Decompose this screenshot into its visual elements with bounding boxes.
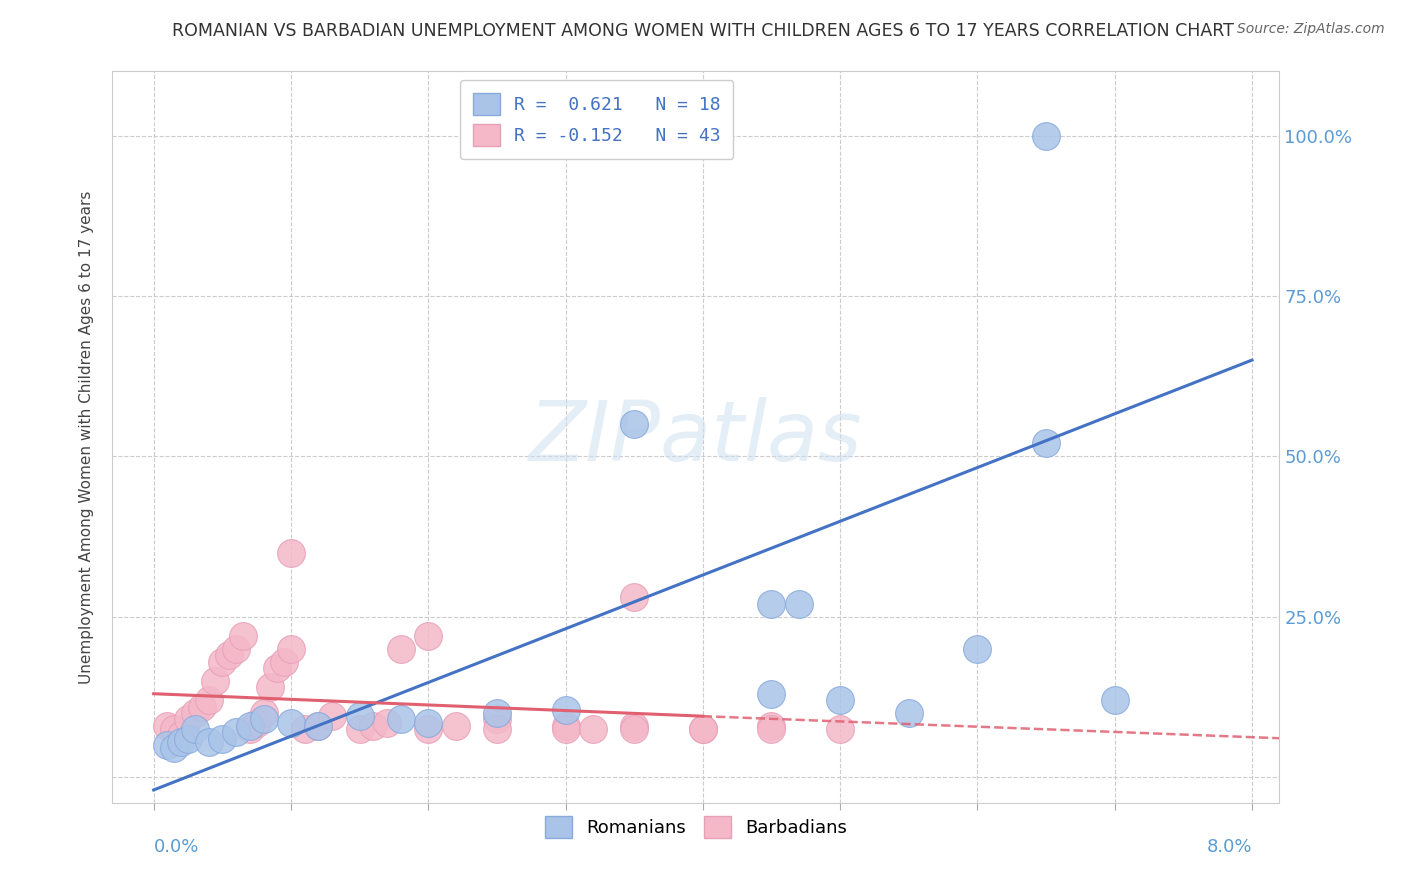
Point	[211, 655, 233, 669]
Point	[197, 735, 219, 749]
Point	[294, 722, 316, 736]
Point	[554, 703, 576, 717]
Point	[787, 597, 810, 611]
Point	[623, 591, 645, 605]
Point	[163, 741, 186, 756]
Point	[1104, 693, 1126, 707]
Point	[218, 648, 240, 663]
Point	[349, 709, 371, 723]
Point	[418, 629, 440, 643]
Point	[177, 712, 200, 726]
Point	[582, 722, 605, 736]
Point	[280, 715, 302, 730]
Point	[307, 719, 329, 733]
Point	[349, 722, 371, 736]
Point	[252, 712, 274, 726]
Point	[163, 722, 186, 736]
Point	[239, 722, 262, 736]
Point	[1035, 436, 1057, 450]
Point	[485, 722, 508, 736]
Point	[190, 699, 212, 714]
Point	[897, 706, 920, 720]
Point	[307, 719, 329, 733]
Point	[259, 681, 281, 695]
Point	[623, 719, 645, 733]
Point	[623, 417, 645, 432]
Point	[554, 719, 576, 733]
Point	[444, 719, 467, 733]
Legend: Romanians, Barbadians: Romanians, Barbadians	[537, 808, 855, 845]
Point	[239, 719, 262, 733]
Point	[273, 655, 295, 669]
Point	[623, 722, 645, 736]
Point	[485, 712, 508, 726]
Point	[418, 715, 440, 730]
Point	[156, 719, 179, 733]
Point	[389, 641, 412, 656]
Point	[156, 738, 179, 752]
Point	[170, 735, 193, 749]
Point	[211, 731, 233, 746]
Text: 0.0%: 0.0%	[153, 838, 200, 856]
Point	[554, 722, 576, 736]
Text: Source: ZipAtlas.com: Source: ZipAtlas.com	[1237, 22, 1385, 37]
Point	[266, 661, 288, 675]
Point	[692, 722, 714, 736]
Point	[389, 712, 412, 726]
Point	[246, 715, 269, 730]
Point	[485, 706, 508, 720]
Point	[966, 641, 988, 656]
Point	[761, 722, 783, 736]
Point	[184, 722, 207, 736]
Point	[761, 687, 783, 701]
Point	[363, 719, 385, 733]
Point	[280, 545, 302, 559]
Point	[375, 715, 398, 730]
Point	[1035, 128, 1057, 143]
Point	[252, 706, 274, 720]
Y-axis label: Unemployment Among Women with Children Ages 6 to 17 years: Unemployment Among Women with Children A…	[79, 190, 94, 684]
Point	[184, 706, 207, 720]
Point	[204, 673, 226, 688]
Point	[830, 693, 852, 707]
Point	[280, 641, 302, 656]
Text: ZIPatlas: ZIPatlas	[529, 397, 863, 477]
Point	[761, 719, 783, 733]
Point	[830, 722, 852, 736]
Point	[232, 629, 254, 643]
Point	[418, 722, 440, 736]
Text: ROMANIAN VS BARBADIAN UNEMPLOYMENT AMONG WOMEN WITH CHILDREN AGES 6 TO 17 YEARS : ROMANIAN VS BARBADIAN UNEMPLOYMENT AMONG…	[172, 22, 1234, 40]
Point	[170, 728, 193, 742]
Point	[197, 693, 219, 707]
Point	[692, 722, 714, 736]
Point	[177, 731, 200, 746]
Point	[225, 725, 247, 739]
Point	[321, 709, 343, 723]
Point	[225, 641, 247, 656]
Text: 8.0%: 8.0%	[1206, 838, 1251, 856]
Point	[761, 597, 783, 611]
